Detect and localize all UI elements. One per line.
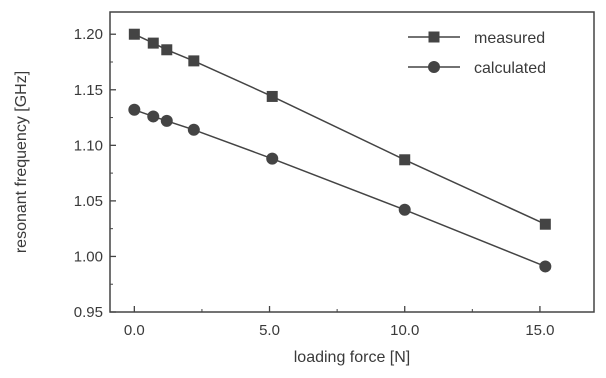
y-tick-label: 1.15 <box>74 82 103 99</box>
data-point-measured <box>147 37 159 49</box>
data-point-measured <box>161 44 173 56</box>
legend-label-measured: measured <box>474 30 545 47</box>
data-point-calculated <box>147 110 160 123</box>
data-point-calculated <box>160 114 173 127</box>
data-point-calculated <box>128 103 141 116</box>
legend-marker-calculated <box>428 61 440 73</box>
x-tick-label: 0.0 <box>124 322 145 339</box>
y-tick-label: 1.05 <box>74 193 103 210</box>
data-point-calculated <box>187 123 200 136</box>
data-point-measured <box>128 28 140 40</box>
y-axis: 0.95 1.00 1.05 1.10 1.15 1.20 <box>74 26 116 321</box>
y-tick-label: 1.00 <box>74 248 103 265</box>
series-layer <box>128 28 552 273</box>
x-axis-title: loading force [N] <box>294 349 411 366</box>
data-point-calculated <box>398 203 411 216</box>
y-tick-label: 0.95 <box>74 304 103 321</box>
data-point-calculated <box>539 260 552 273</box>
y-axis-title: resonant frequency [GHz] <box>13 71 30 253</box>
x-tick-label: 5.0 <box>259 322 280 339</box>
data-point-measured <box>399 154 411 166</box>
data-point-calculated <box>266 152 279 165</box>
legend-label-calculated: calculated <box>474 60 546 77</box>
legend: measured calculated <box>408 30 546 77</box>
data-point-measured <box>266 90 278 102</box>
y-tick-label: 1.20 <box>74 26 103 43</box>
plot-area <box>109 11 595 313</box>
data-point-measured <box>188 55 200 67</box>
x-tick-label: 15.0 <box>525 322 554 339</box>
x-axis: 0.0 5.0 10.0 15.0 <box>124 306 555 339</box>
legend-marker-measured <box>428 31 440 43</box>
y-tick-label: 1.10 <box>74 137 103 154</box>
x-tick-label: 10.0 <box>390 322 419 339</box>
data-point-measured <box>539 218 551 230</box>
